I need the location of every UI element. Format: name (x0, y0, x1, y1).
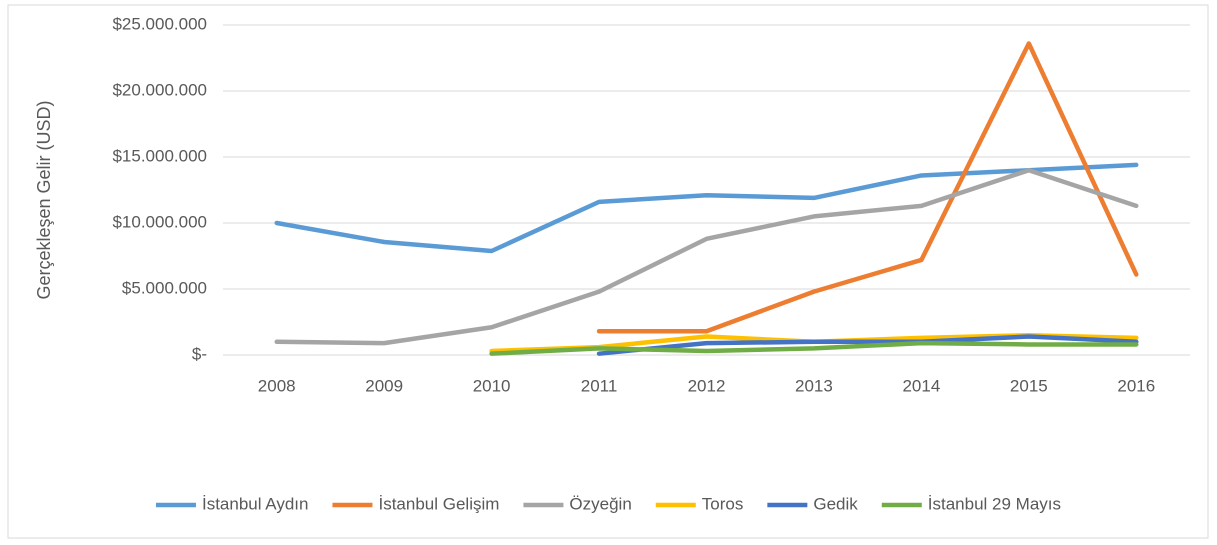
y-tick-label: $10.000.000 (112, 212, 207, 231)
y-tick-label: $25.000.000 (112, 14, 207, 33)
x-tick-label: 2010 (473, 376, 511, 395)
legend-label: İstanbul Aydın (202, 494, 309, 513)
x-tick-label: 2012 (688, 376, 726, 395)
y-tick-label: $5.000.000 (122, 278, 207, 297)
legend-label: Toros (702, 494, 744, 513)
legend-label: İstanbul 29 Mayıs (928, 494, 1061, 513)
x-tick-label: 2016 (1117, 376, 1155, 395)
y-tick-label: $15.000.000 (112, 146, 207, 165)
x-tick-label: 2009 (365, 376, 403, 395)
x-tick-label: 2014 (902, 376, 940, 395)
series-line (274, 167, 1139, 346)
x-tick-label: 2013 (795, 376, 833, 395)
series-line (596, 41, 1139, 334)
x-tick-label: 2008 (258, 376, 296, 395)
y-tick-label: $20.000.000 (112, 80, 207, 99)
y-axis-title: Gerçekleşen Gelir (USD) (34, 100, 54, 299)
y-tick-label: $- (192, 344, 207, 363)
x-tick-label: 2011 (581, 376, 618, 395)
series-line (489, 340, 1139, 356)
chart-border (7, 4, 1209, 539)
x-tick-label: 2015 (1010, 376, 1048, 395)
legend-label: Gedik (813, 494, 858, 513)
series-line (274, 162, 1139, 254)
legend-label: Özyeğin (569, 494, 631, 513)
legend-label: İstanbul Gelişim (378, 494, 499, 513)
series-line (596, 334, 1139, 356)
